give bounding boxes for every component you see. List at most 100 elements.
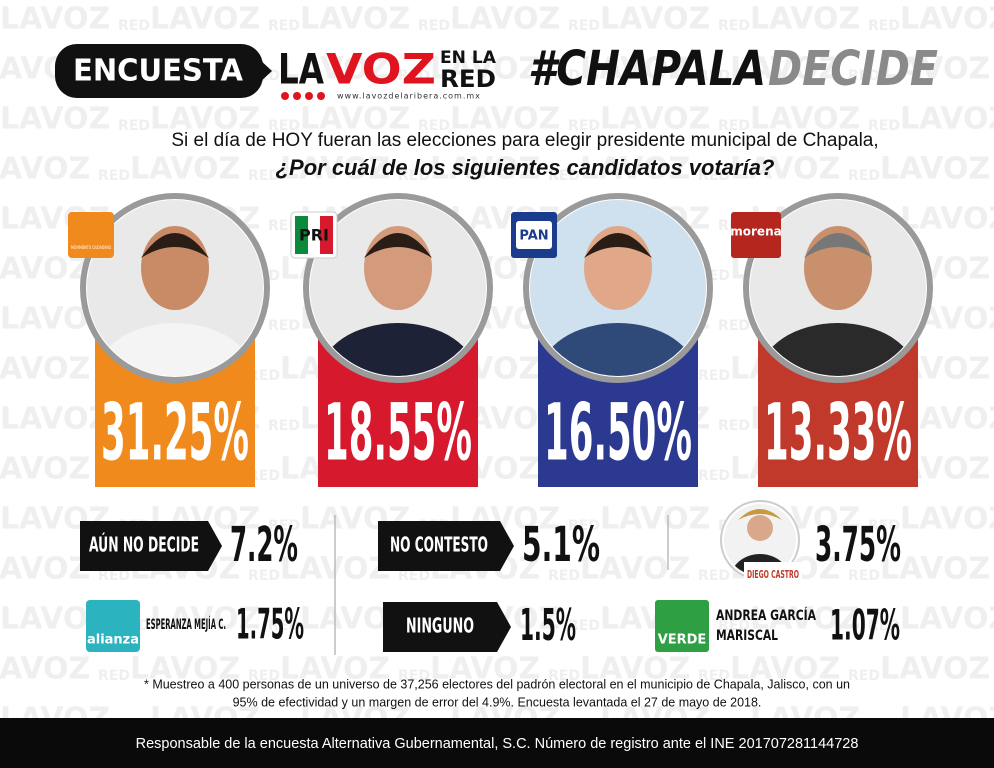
watermark-text: RED xyxy=(568,118,600,134)
watermark-text: LAVOZ xyxy=(0,152,90,187)
logo-voz: VOZ xyxy=(326,45,436,94)
logo-en-la: EN LA xyxy=(440,48,497,68)
watermark-text: LAVOZ xyxy=(280,152,390,187)
watermark-text: RED xyxy=(698,368,730,384)
watermark-text: LAVOZ xyxy=(880,52,990,87)
watermark-text: LAVOZ xyxy=(0,452,90,487)
watermark-text: RED xyxy=(268,118,300,134)
watermark-text: RED xyxy=(718,418,750,434)
watermark-text: LAVOZ xyxy=(880,652,990,687)
other-percent: 1.75% xyxy=(236,600,304,649)
watermark-text: LAVOZ xyxy=(750,602,860,637)
watermark-text: RED xyxy=(268,18,300,34)
watermark-text: LAVOZ xyxy=(130,152,240,187)
watermark-text: RED xyxy=(98,168,130,184)
watermark-text: RED xyxy=(398,68,430,84)
other-label: AÚN NO DECIDE xyxy=(89,533,199,557)
watermark-text: LAVOZ xyxy=(430,52,540,87)
party-logo xyxy=(655,600,709,652)
watermark-text: RED xyxy=(248,468,280,484)
watermark-text: LAVOZ xyxy=(880,152,990,187)
watermark-text: RED xyxy=(398,668,430,684)
watermark-text: RED xyxy=(268,418,300,434)
photo xyxy=(87,200,263,376)
label-box xyxy=(383,602,511,652)
watermark-text: LAVOZ xyxy=(730,152,840,187)
watermark-text: LAVOZ xyxy=(300,2,410,37)
watermark-text: LAVOZ xyxy=(0,402,110,437)
watermark-text: RED xyxy=(248,568,280,584)
name-tag xyxy=(744,562,802,588)
footer-text: Responsable de la encuesta Alternativa G… xyxy=(136,736,859,752)
watermark-text: LAVOZ xyxy=(150,2,260,37)
social-icons xyxy=(281,92,325,100)
photo xyxy=(310,200,486,376)
watermark-text: LAVOZ xyxy=(750,2,860,37)
watermark-text: RED xyxy=(568,518,600,534)
party-name: VERDE xyxy=(658,633,707,648)
watermark-text: LAVOZ xyxy=(280,52,390,87)
hashtag-a: #CHAPALA xyxy=(528,41,766,97)
watermark-text: LAVOZ xyxy=(880,552,990,587)
watermark-text: LAVOZ xyxy=(580,152,690,187)
candidate-percent: 18.55% xyxy=(324,388,472,478)
other-percent: 5.1% xyxy=(522,517,600,573)
watermark-text: RED xyxy=(418,18,450,34)
watermark-text: RED xyxy=(698,68,730,84)
photo xyxy=(530,200,706,376)
other-percent: 7.2% xyxy=(230,517,298,573)
watermark-text: LAVOZ xyxy=(730,52,840,87)
party-logo-inner xyxy=(516,221,552,249)
watermark-text: RED xyxy=(118,18,150,34)
watermark-text: RED xyxy=(248,368,280,384)
party-name: PAN xyxy=(519,229,548,244)
watermark-text: LAVOZ xyxy=(130,652,240,687)
watermark-text: RED xyxy=(548,668,580,684)
hair xyxy=(584,233,652,258)
watermark-text: LAVOZ xyxy=(580,552,690,587)
candidate-percent: 16.50% xyxy=(544,388,692,478)
question-line1: Si el día de HOY fueran las elecciones p… xyxy=(171,130,878,151)
watermark-text: RED xyxy=(868,518,900,534)
watermark-text: RED xyxy=(698,468,730,484)
watermark-text: RED xyxy=(268,618,300,634)
watermark-text: RED xyxy=(548,168,580,184)
watermark-text: RED xyxy=(718,18,750,34)
watermark-text: LAVOZ xyxy=(900,602,994,637)
question-line2: ¿Por cuál de los siguientes candidatos v… xyxy=(276,155,775,180)
watermark-text: RED xyxy=(548,68,580,84)
body xyxy=(320,323,476,376)
other-label: NO CONTESTO xyxy=(390,533,488,557)
logo-red: RED xyxy=(440,65,496,93)
watermark-text: RED xyxy=(268,318,300,334)
watermark-text: LAVOZ xyxy=(580,652,690,687)
watermark-text: RED xyxy=(248,168,280,184)
watermark-text: RED xyxy=(418,118,450,134)
watermark-text: LAVOZ xyxy=(750,102,860,137)
candidates: MOVIMIENTO CIUDADANO 31.25% PRI 18.55% PAN 16… xyxy=(68,193,933,487)
watermark-text: LAVOZ xyxy=(600,102,710,137)
watermark-text: RED xyxy=(848,668,880,684)
candidate-percent: 31.25% xyxy=(101,388,249,478)
other-label: MARISCAL xyxy=(716,628,778,644)
footnote: 95% de efectividad y un margen de error … xyxy=(233,695,762,709)
watermark-text: RED xyxy=(698,168,730,184)
hair xyxy=(141,233,209,258)
watermark-text: LAVOZ xyxy=(450,2,560,37)
party-logo xyxy=(731,212,781,258)
watermark-text: RED xyxy=(848,68,880,84)
other-percent: 1.07% xyxy=(830,601,900,650)
watermark-text: LAVOZ xyxy=(900,2,994,37)
watermark-text: LAVOZ xyxy=(150,102,260,137)
watermark-text: RED xyxy=(398,168,430,184)
watermark-text: RED xyxy=(868,18,900,34)
watermark-text: RED xyxy=(848,168,880,184)
watermark-text: LAVOZ xyxy=(900,502,994,537)
body xyxy=(540,323,696,376)
body xyxy=(97,323,253,376)
watermark-text: LAVOZ xyxy=(600,502,710,537)
watermark-text: RED xyxy=(868,118,900,134)
watermark-text: RED xyxy=(698,568,730,584)
badge-arrow xyxy=(258,58,272,84)
